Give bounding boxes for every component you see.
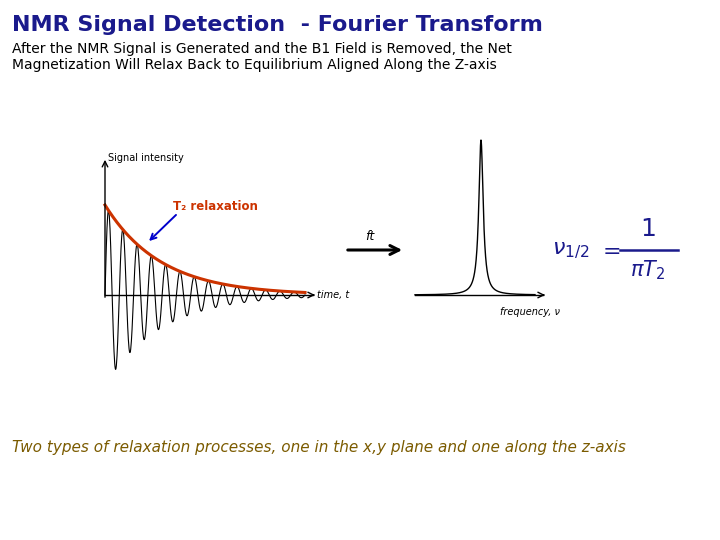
Text: $=$: $=$	[598, 239, 621, 261]
Text: NMR Signal Detection  - Fourier Transform: NMR Signal Detection - Fourier Transform	[12, 15, 543, 35]
Text: T₂ relaxation: T₂ relaxation	[173, 200, 258, 213]
Text: frequency, ν: frequency, ν	[500, 307, 560, 317]
Text: time, t: time, t	[317, 290, 349, 300]
Text: ft: ft	[365, 230, 374, 243]
Text: Signal intensity: Signal intensity	[108, 153, 184, 163]
Text: Two types of relaxation processes, one in the x,y plane and one along the z-axis: Two types of relaxation processes, one i…	[12, 440, 626, 455]
Text: $\nu_{1/2}$: $\nu_{1/2}$	[552, 239, 589, 261]
Text: After the NMR Signal is Generated and the B1 Field is Removed, the Net
Magnetiza: After the NMR Signal is Generated and th…	[12, 42, 512, 72]
Text: $1$: $1$	[640, 219, 656, 241]
Text: $\pi T_2$: $\pi T_2$	[631, 258, 665, 282]
